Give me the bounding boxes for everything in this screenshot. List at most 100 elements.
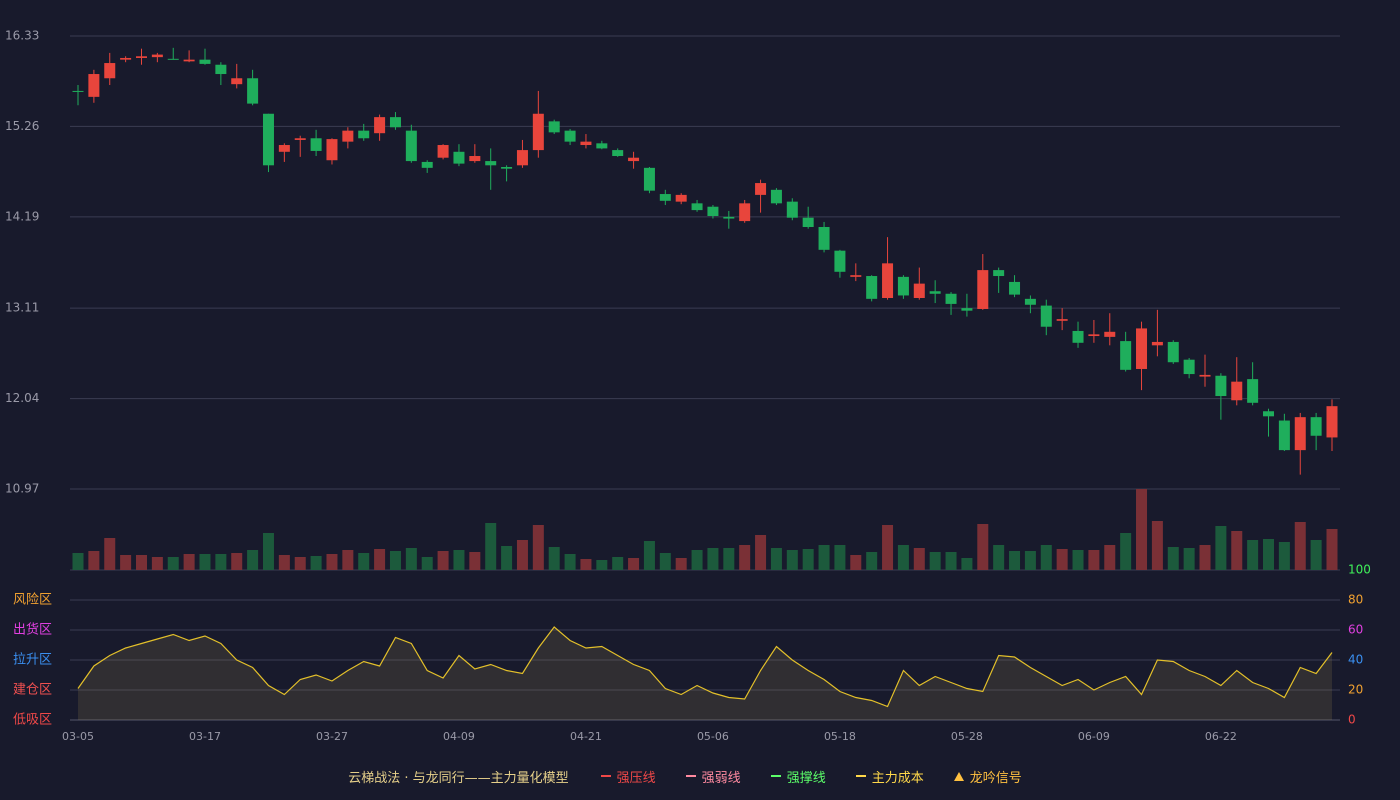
candle-body xyxy=(1231,381,1243,401)
volume-bar xyxy=(501,546,513,570)
volume-bar xyxy=(548,547,560,570)
volume-bar xyxy=(1104,545,1116,570)
volume-bar xyxy=(1263,539,1275,570)
candle-body xyxy=(675,194,687,202)
volume-bar xyxy=(564,554,576,570)
volume-bar xyxy=(453,550,465,570)
volume-bar xyxy=(294,557,306,570)
volume-bar xyxy=(1151,521,1163,570)
candle-body xyxy=(802,217,814,228)
volume-bar xyxy=(755,535,767,570)
candle-body xyxy=(1072,330,1084,343)
chart: 10.97 12.04 13.11 14.19 15.26 16.33 0 低吸区 20 建仓区 4… xyxy=(5,29,1371,744)
candle-body xyxy=(453,151,465,164)
candle-body xyxy=(1167,341,1179,363)
candle-body xyxy=(739,203,751,222)
candle-body xyxy=(786,201,798,218)
volume-bar xyxy=(1231,531,1243,570)
candle-body xyxy=(612,150,624,157)
volume-bar xyxy=(1199,545,1211,570)
indicator-line xyxy=(77,626,1333,708)
legend-swatch xyxy=(685,775,696,777)
volume-bar xyxy=(850,555,862,570)
candle-body xyxy=(1024,298,1036,305)
volume-bar xyxy=(469,552,481,570)
legend-swatch xyxy=(770,775,781,777)
candle-body xyxy=(247,78,259,104)
candle-body xyxy=(358,130,370,139)
volume-bar xyxy=(580,559,592,570)
candle-body xyxy=(199,59,211,64)
candle-body xyxy=(866,276,878,299)
candle-body xyxy=(770,189,782,204)
candle-body xyxy=(532,113,544,151)
candle-body xyxy=(1056,319,1068,321)
candle-body xyxy=(437,145,449,158)
volume-bar xyxy=(818,545,830,570)
candle-body xyxy=(1136,328,1148,369)
volume-bar xyxy=(1120,533,1132,570)
candle-body xyxy=(1151,341,1163,346)
volume-bar xyxy=(770,548,782,570)
candle-body xyxy=(755,183,767,195)
volume-bar xyxy=(1215,526,1227,570)
volume-bar xyxy=(231,553,243,570)
y-tick-label: 10.97 xyxy=(5,482,39,496)
x-tick-label: 03-05 xyxy=(62,730,94,743)
candle-body xyxy=(723,216,735,219)
legend: 云梯战法 · 与龙同行——主力量化模型 强压线 强弱线 强撑线 主力成本 龙吟信号 xyxy=(0,764,1400,788)
candle-body xyxy=(294,138,306,140)
x-tick-label: 04-09 xyxy=(443,730,475,743)
indicator-area xyxy=(78,627,1332,720)
volume-bar xyxy=(897,545,909,570)
volume-bar xyxy=(643,541,655,570)
legend-item: 强弱线 xyxy=(685,767,741,786)
volume-bar xyxy=(278,555,290,570)
candle-body xyxy=(1183,359,1195,375)
legend-item: 强撑线 xyxy=(770,767,826,786)
candle-body xyxy=(596,143,608,149)
candle-body xyxy=(421,161,433,168)
legend-label: 强压线 xyxy=(616,770,656,786)
zone-label: 拉升区 xyxy=(13,653,52,668)
candle-body xyxy=(215,64,227,75)
candle-body xyxy=(1215,375,1227,397)
candle-body xyxy=(834,250,846,272)
volume-bar xyxy=(1136,489,1148,570)
volume-bar xyxy=(374,549,386,570)
volume-bar xyxy=(135,555,147,570)
x-tick-label: 06-22 xyxy=(1205,730,1237,743)
volume-bar xyxy=(786,550,798,570)
volume-bar xyxy=(1326,529,1338,570)
volume-bar xyxy=(707,548,719,570)
candle-body xyxy=(882,263,894,298)
volume-bar xyxy=(183,554,195,570)
candle-body xyxy=(548,121,560,133)
candle-body xyxy=(1088,334,1100,337)
volume-bar xyxy=(977,524,989,570)
volume-bar xyxy=(993,545,1005,570)
candle-body xyxy=(1310,417,1322,436)
volume-bar xyxy=(215,554,227,570)
candle-body xyxy=(120,57,132,60)
volume-bar xyxy=(659,553,671,570)
volume-bar xyxy=(247,550,259,570)
volume-bar xyxy=(1167,547,1179,570)
candle-body xyxy=(1326,406,1338,438)
volume-bar xyxy=(961,558,973,570)
volume-bar xyxy=(120,555,132,570)
candle-body xyxy=(580,141,592,146)
volume-bar xyxy=(723,548,735,570)
candle-body xyxy=(278,145,290,152)
candle-body xyxy=(818,227,830,250)
volume-bar xyxy=(389,551,401,570)
y-tick-label: 12.04 xyxy=(5,391,39,405)
x-tick-label: 03-27 xyxy=(316,730,348,743)
candle-body xyxy=(850,275,862,277)
candle-body xyxy=(485,161,497,166)
candle-body xyxy=(993,270,1005,277)
candle-body xyxy=(231,78,243,85)
candle-body xyxy=(88,74,100,97)
volume-bar xyxy=(421,557,433,570)
candle-body xyxy=(1104,331,1116,337)
